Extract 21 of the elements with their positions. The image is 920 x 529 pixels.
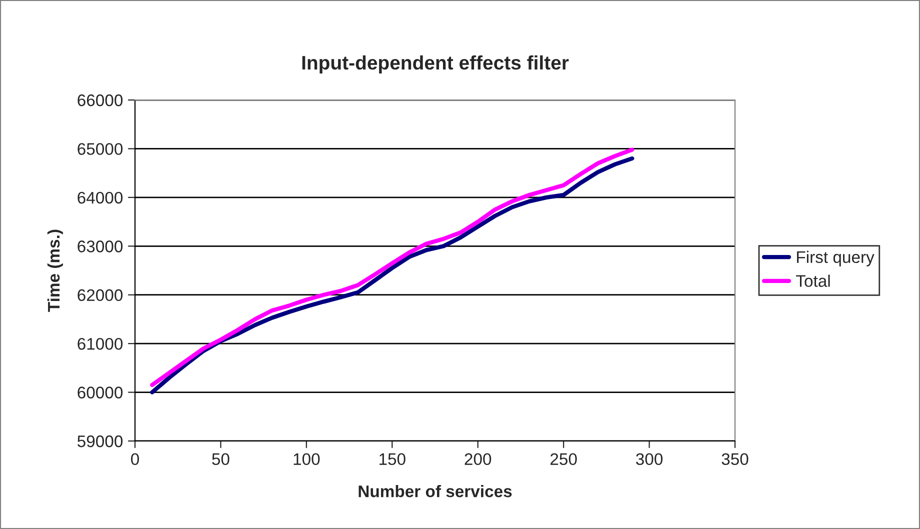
- legend-label: First query: [797, 250, 874, 266]
- y-tick-label: 59000: [78, 435, 123, 448]
- y-tick-label: 64000: [78, 192, 123, 204]
- x-tick-label: 250: [550, 453, 577, 466]
- y-tick-label: 61000: [78, 338, 123, 350]
- y-tick-label: 65000: [78, 143, 123, 155]
- x-tick-label: 100: [294, 453, 320, 466]
- y-axis-title: Time (ms.): [47, 230, 63, 312]
- chart-title: Input-dependent effects filter: [302, 55, 569, 74]
- y-tick-label: 66000: [78, 94, 123, 106]
- legend-label: Total: [796, 274, 830, 287]
- x-tick-label: 350: [722, 453, 748, 466]
- y-tick-label: 62000: [78, 289, 123, 302]
- y-tick-label: 60000: [78, 386, 123, 398]
- x-tick-label: 200: [464, 453, 492, 466]
- x-tick-label: 0: [131, 453, 139, 466]
- x-tick-label: 300: [636, 453, 663, 466]
- x-tick-label: 150: [380, 453, 406, 466]
- x-tick-label: 50: [212, 453, 230, 466]
- x-axis-title: Number of services: [358, 485, 512, 498]
- y-tick-label: 63000: [78, 240, 123, 252]
